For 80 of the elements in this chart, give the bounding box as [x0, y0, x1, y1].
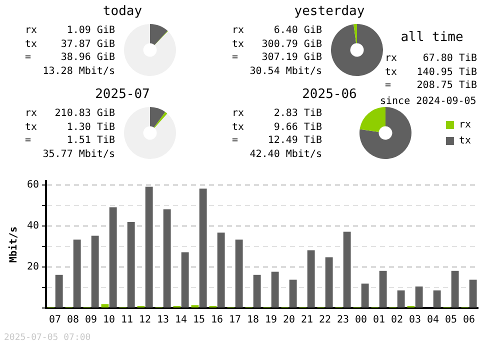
- x-tick-label: 17: [229, 314, 242, 326]
- text: since 2024-09-05: [380, 96, 478, 107]
- bar: [55, 274, 63, 308]
- text: 13.28 Mbit/s: [42, 64, 115, 78]
- bar: [415, 286, 423, 308]
- bar: [397, 290, 405, 308]
- bar: [325, 257, 333, 308]
- text: tx 140.95 TiB: [385, 66, 477, 78]
- text: = 307.19 GiB: [232, 52, 322, 63]
- x-tick-label: 21: [300, 314, 314, 326]
- bar: [289, 280, 297, 308]
- x-tick-label: 00: [354, 314, 368, 326]
- text: = 1.51 TiB: [25, 135, 115, 146]
- chart-title: 2025-06: [302, 87, 357, 102]
- bar: [235, 240, 243, 308]
- text: rx 67.80 TiB: [385, 53, 477, 64]
- legend-label: tx: [458, 136, 472, 147]
- x-tick-label: 19: [264, 314, 278, 326]
- bar: [101, 304, 109, 308]
- x-tick-label: 05: [444, 314, 458, 326]
- x-tick-label: 18: [247, 314, 260, 326]
- x-tick-label: 06: [462, 314, 476, 326]
- bar: [343, 232, 351, 308]
- x-tick-label: 07: [49, 314, 62, 326]
- y-tick-label: 20: [26, 262, 40, 273]
- bar: [271, 272, 279, 308]
- x-tick-label: 01: [372, 314, 386, 326]
- text: = 12.49 TiB: [232, 135, 322, 146]
- text: 30.54 Mbit/s: [248, 64, 322, 78]
- x-tick-label: 13: [157, 314, 170, 326]
- bar: [127, 222, 135, 308]
- text: = 208.75 TiB: [385, 80, 477, 91]
- text: tx 9.66 TiB: [232, 122, 322, 132]
- text: rx 2.83 TiB: [232, 108, 322, 119]
- text: 35.77 Mbit/s: [42, 148, 115, 161]
- bar: [307, 250, 315, 308]
- x-tick-label: 14: [175, 314, 188, 326]
- bar: [361, 284, 369, 308]
- x-tick-label: 16: [211, 314, 224, 326]
- text: all time: [400, 30, 464, 45]
- bar: [199, 188, 207, 308]
- legend-label: rx: [458, 120, 472, 131]
- bar: [379, 270, 387, 308]
- bar: [91, 236, 99, 308]
- bar: [181, 252, 189, 308]
- bar: [469, 280, 477, 308]
- bar: [433, 290, 441, 308]
- chart-title: 2025-07: [94, 87, 151, 102]
- x-tick-label: 22: [318, 314, 332, 326]
- chart-title: yesterday: [293, 4, 366, 19]
- chart-title: today: [102, 4, 144, 19]
- x-tick-label: 20: [282, 314, 296, 326]
- bar: [145, 186, 153, 308]
- x-tick-label: 12: [139, 314, 152, 326]
- x-tick-label: 02: [390, 314, 404, 326]
- x-tick-label: 10: [103, 314, 116, 326]
- x-tick-label: 09: [85, 314, 98, 326]
- x-tick-label: 11: [121, 314, 134, 326]
- text: = 38.96 GiB: [25, 52, 115, 63]
- x-tick-label: 04: [426, 314, 440, 326]
- text: 42.40 Mbit/s: [248, 148, 322, 161]
- bar: [217, 232, 225, 308]
- x-tick-label: 23: [336, 314, 350, 326]
- bar: [109, 207, 117, 308]
- x-tick-label: 08: [67, 314, 80, 326]
- bar: [163, 209, 171, 308]
- y-tick-label: 60: [26, 180, 40, 191]
- text: rx 210.83 GiB: [25, 108, 115, 119]
- text: tx 300.79 GiB: [232, 38, 322, 50]
- text: tx 1.30 TiB: [25, 122, 115, 132]
- y-tick-label: 40: [26, 220, 40, 232]
- bar: [253, 274, 261, 308]
- x-tick-label: 15: [193, 314, 206, 326]
- text: rx 6.40 GiB: [232, 25, 322, 36]
- y-axis-title: Mbit/s: [8, 226, 20, 263]
- text: rx 1.09 GiB: [25, 25, 115, 36]
- bar: [451, 270, 459, 308]
- text: tx 37.87 GiB: [25, 38, 115, 50]
- bar: [73, 240, 81, 308]
- x-tick-label: 03: [408, 314, 422, 326]
